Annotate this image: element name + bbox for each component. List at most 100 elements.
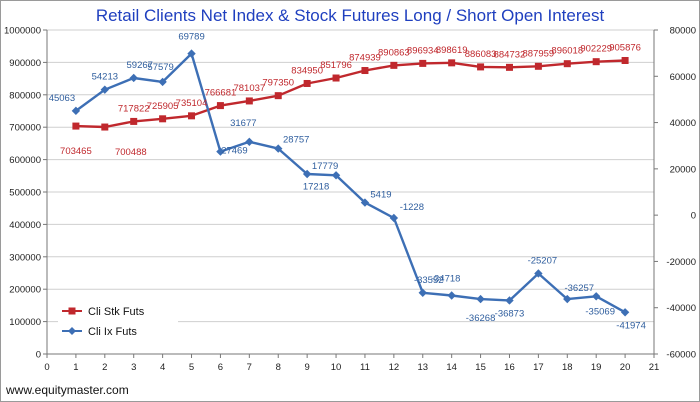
x-axis-tick-label: 14	[446, 362, 457, 373]
stk-futs-data-label: 735104	[176, 98, 208, 109]
stk-futs-point	[563, 60, 571, 68]
left-axis-tick-label: 200000	[9, 285, 41, 296]
ix-futs-data-label: 17218	[303, 181, 329, 192]
stk-futs-point	[332, 74, 340, 82]
stk-futs-data-label: 766681	[205, 88, 237, 99]
stk-futs-point	[101, 123, 109, 131]
stk-futs-data-label: 896934	[407, 45, 439, 56]
ix-futs-data-label: 28757	[283, 135, 309, 146]
stk-futs-point	[621, 56, 629, 64]
ix-futs-line	[75, 52, 626, 314]
footer-url: www.equitymaster.com	[5, 383, 129, 397]
x-axis-tick-label: 4	[160, 362, 165, 373]
right-axis-tick-label: 80000	[670, 26, 696, 37]
ix-futs-point	[389, 213, 399, 223]
left-axis-tick-label: 500000	[9, 188, 41, 199]
x-axis-tick-label: 18	[562, 362, 573, 373]
ix-futs-data-label: 57579	[147, 62, 173, 73]
legend-stk-marker	[68, 307, 76, 315]
stk-futs-data-label: 874939	[349, 53, 381, 64]
stk-futs-data-label: 851796	[320, 60, 352, 71]
ix-futs-point	[71, 106, 81, 116]
stk-futs-point	[534, 62, 542, 70]
stk-futs-data-label: 905876	[609, 42, 641, 53]
x-axis-tick-label: 2	[102, 362, 107, 373]
stk-futs-point	[592, 58, 600, 66]
stk-futs-point	[188, 112, 196, 120]
ix-futs-point	[620, 308, 630, 317]
legend-stk-label: Cli Stk Futs	[88, 306, 145, 318]
stk-futs-point	[390, 61, 398, 69]
left-axis-tick-label: 1000000	[4, 26, 41, 37]
ix-futs-data-label: -41974	[616, 320, 646, 331]
ix-futs-point	[418, 288, 427, 297]
x-axis-tick-label: 13	[417, 362, 428, 373]
ix-futs-data-label: 31677	[230, 118, 256, 129]
ix-futs-point	[245, 137, 254, 147]
stk-futs-data-label: 703465	[60, 146, 92, 157]
ix-futs-point	[360, 198, 370, 207]
x-axis-tick-label: 11	[360, 362, 370, 373]
ix-futs-point	[534, 269, 543, 278]
stk-futs-point	[477, 63, 485, 71]
x-axis-tick-label: 7	[247, 362, 252, 373]
stk-futs-data-label: 898619	[436, 45, 468, 56]
data-label-layer: 703465 700488 7178227259057351047666817810…	[49, 32, 646, 332]
ix-futs-data-label: -33552	[414, 275, 444, 286]
x-axis-tick-label: 3	[131, 362, 136, 373]
stk-futs-point	[274, 92, 282, 100]
x-axis-tick-label: 19	[591, 362, 602, 373]
ix-futs-data-label: -36257	[564, 283, 594, 294]
chart-title: Retail Clients Net Index & Stock Futures…	[96, 6, 605, 25]
x-axis-tick-label: 21	[649, 362, 660, 373]
ix-futs-point	[447, 291, 456, 300]
ix-futs-data-label: -1228	[400, 202, 424, 213]
ix-futs-point	[591, 292, 601, 301]
stk-futs-data-label: 725905	[147, 101, 179, 112]
x-axis-tick-label: 17	[533, 362, 544, 373]
left-axis-tick-label: 600000	[9, 155, 41, 166]
stk-futs-data-label: 834950	[291, 65, 323, 76]
x-axis-tick-label: 6	[218, 362, 223, 373]
ix-futs-point	[505, 296, 514, 305]
x-axis-tick-label: 20	[620, 362, 631, 373]
ix-futs-point	[274, 144, 283, 153]
stk-futs-point	[419, 59, 427, 67]
left-axis-tick-label: 100000	[9, 317, 41, 328]
x-axis-tick-label: 8	[276, 362, 281, 373]
ix-futs-data-label: -36268	[466, 313, 496, 324]
stk-futs-point	[216, 102, 224, 110]
stk-futs-point	[505, 63, 513, 71]
x-axis-tick-label: 1	[73, 362, 78, 373]
ix-futs-data-label: 27469	[221, 146, 247, 157]
stk-futs-data-label: 887959	[523, 48, 555, 59]
left-axis-tick-label: 0	[36, 350, 41, 361]
right-axis-tick-label: 0	[691, 211, 696, 222]
x-axis-tick-label: 16	[504, 362, 515, 373]
stk-futs-data-label: 902229	[580, 44, 612, 55]
stk-futs-point	[72, 122, 80, 130]
x-axis-tick-label: 15	[475, 362, 486, 373]
legend-ix-label: Cli Ix Futs	[88, 326, 137, 338]
series-layer	[71, 49, 630, 317]
axis-layer: 0100000200000300000400000500000600000700…	[4, 26, 696, 374]
ix-futs-data-label: -25207	[528, 255, 558, 266]
stk-futs-point	[245, 97, 253, 105]
x-axis-tick-label: 0	[44, 362, 49, 373]
right-axis-tick-label: 20000	[670, 164, 696, 175]
ix-futs-point	[476, 294, 485, 304]
left-axis-tick-label: 700000	[9, 123, 41, 134]
ix-futs-point	[100, 85, 110, 94]
legend-box	[58, 300, 178, 342]
x-axis-tick-label: 5	[189, 362, 194, 373]
right-axis-tick-label: 40000	[670, 118, 696, 129]
ix-futs-data-label: 5419	[370, 190, 391, 201]
ix-futs-point	[563, 294, 572, 304]
legend-ix-marker	[68, 327, 76, 335]
ix-futs-point	[158, 77, 167, 87]
ix-futs-data-label: 17779	[312, 161, 338, 172]
ix-futs-data-label: 54213	[92, 72, 118, 83]
stk-futs-point	[159, 115, 167, 123]
stk-futs-data-label: 890863	[378, 47, 410, 58]
